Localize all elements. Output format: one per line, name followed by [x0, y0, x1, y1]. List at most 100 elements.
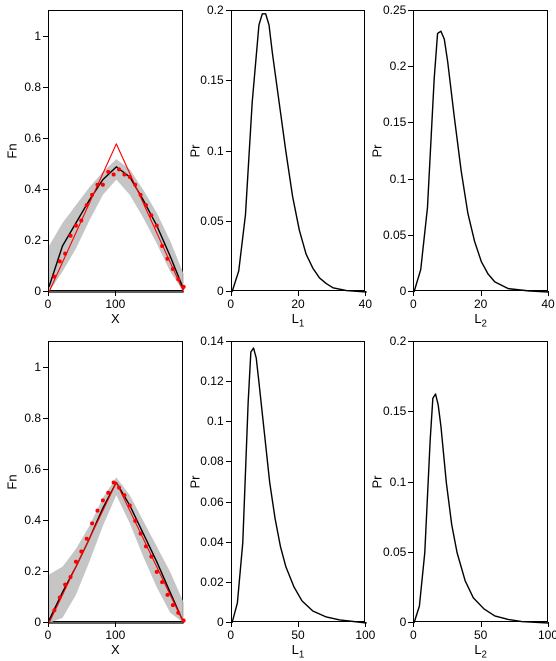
- scatter-point: [95, 509, 99, 513]
- panel-r2c1: [48, 341, 183, 622]
- scatter-point: [58, 595, 62, 599]
- xtick-label: 100: [355, 628, 375, 642]
- scatter-point: [79, 218, 83, 222]
- ytick: [226, 542, 231, 543]
- ylabel: Pr: [187, 475, 202, 488]
- xlabel: X: [111, 642, 120, 657]
- ytick-label: 1: [34, 360, 41, 374]
- xlabel: L2: [474, 642, 487, 661]
- ytick: [226, 341, 231, 342]
- ytick-label: 0.05: [200, 214, 223, 228]
- panel-r1c2: [231, 10, 366, 291]
- ytick-label: 0.6: [24, 462, 41, 476]
- figure: 010000.20.40.60.81XFn0204000.050.10.150.…: [0, 0, 556, 632]
- xtick: [481, 291, 482, 296]
- scatter-point: [176, 277, 180, 281]
- ytick-label: 0.4: [24, 513, 41, 527]
- ytick-label: 0: [400, 615, 407, 629]
- series-pdf: [414, 31, 549, 292]
- scatter-point: [176, 611, 180, 615]
- ci-band: [49, 477, 184, 623]
- ytick-label: 0.05: [383, 545, 406, 559]
- ytick-label: 0.15: [200, 73, 223, 87]
- ytick-label: 0.1: [390, 475, 407, 489]
- ytick-label: 0.14: [200, 334, 223, 348]
- ylabel: Pr: [370, 475, 385, 488]
- ytick: [226, 421, 231, 422]
- ytick: [226, 381, 231, 382]
- scatter-point: [117, 167, 121, 171]
- scatter-point: [63, 583, 67, 587]
- xlabel: L1: [292, 311, 305, 330]
- ytick: [226, 10, 231, 11]
- series-pdf: [232, 348, 367, 623]
- xtick: [548, 291, 549, 296]
- ytick: [43, 469, 48, 470]
- ytick: [408, 179, 413, 180]
- panel-r1c1: [48, 10, 183, 291]
- xtick-label: 40: [359, 297, 372, 311]
- ytick-label: 0.2: [24, 233, 41, 247]
- xtick-label: 50: [291, 628, 304, 642]
- scatter-point: [139, 532, 143, 536]
- ytick: [226, 221, 231, 222]
- ytick-label: 0.15: [383, 115, 406, 129]
- scatter-point: [144, 544, 148, 548]
- xtick: [365, 622, 366, 627]
- ytick: [43, 418, 48, 419]
- ytick-label: 0.8: [24, 80, 41, 94]
- ytick-label: 0: [34, 615, 41, 629]
- scatter-point: [52, 275, 56, 279]
- plot-svg: [49, 342, 184, 623]
- xtick-label: 100: [538, 628, 556, 642]
- ytick-label: 0: [34, 284, 41, 298]
- xtick: [365, 291, 366, 296]
- scatter-point: [182, 618, 186, 622]
- xtick: [115, 291, 116, 296]
- xtick: [48, 291, 49, 296]
- series-pdf: [232, 14, 367, 292]
- ytick: [226, 502, 231, 503]
- xtick-label: 100: [105, 297, 125, 311]
- xtick: [115, 622, 116, 627]
- panel-r2c3: [413, 341, 548, 622]
- ytick: [408, 10, 413, 11]
- scatter-point: [182, 285, 186, 289]
- plot-svg: [49, 11, 184, 292]
- ytick: [226, 582, 231, 583]
- ytick-label: 0.25: [383, 3, 406, 17]
- xlabel: L1: [292, 642, 305, 661]
- scatter-point: [101, 498, 105, 502]
- ytick: [226, 622, 231, 623]
- scatter-point: [160, 244, 164, 248]
- scatter-point: [155, 224, 159, 228]
- scatter-point: [166, 257, 170, 261]
- ylabel: Fn: [5, 143, 20, 158]
- plot-svg: [414, 11, 549, 292]
- ytick: [408, 552, 413, 553]
- ytick: [226, 80, 231, 81]
- scatter-point: [69, 234, 73, 238]
- scatter-point: [58, 259, 62, 263]
- xtick-label: 20: [291, 297, 304, 311]
- ytick-label: 0.08: [200, 454, 223, 468]
- xtick: [481, 622, 482, 627]
- scatter-point: [166, 593, 170, 597]
- ytick-label: 0.02: [200, 575, 223, 589]
- xtick-label: 0: [45, 297, 52, 311]
- ytick-label: 0: [217, 615, 224, 629]
- ytick-label: 1: [34, 29, 41, 43]
- xtick: [548, 622, 549, 627]
- ylabel: Pr: [187, 144, 202, 157]
- xtick-label: 0: [410, 297, 417, 311]
- scatter-point: [74, 560, 78, 564]
- xlabel: L2: [474, 311, 487, 330]
- ytick-label: 0.2: [207, 3, 224, 17]
- ytick: [226, 461, 231, 462]
- xtick: [298, 291, 299, 296]
- scatter-point: [85, 203, 89, 207]
- xtick-label: 50: [474, 628, 487, 642]
- ci-band: [49, 159, 184, 292]
- scatter-point: [128, 175, 132, 179]
- scatter-point: [171, 603, 175, 607]
